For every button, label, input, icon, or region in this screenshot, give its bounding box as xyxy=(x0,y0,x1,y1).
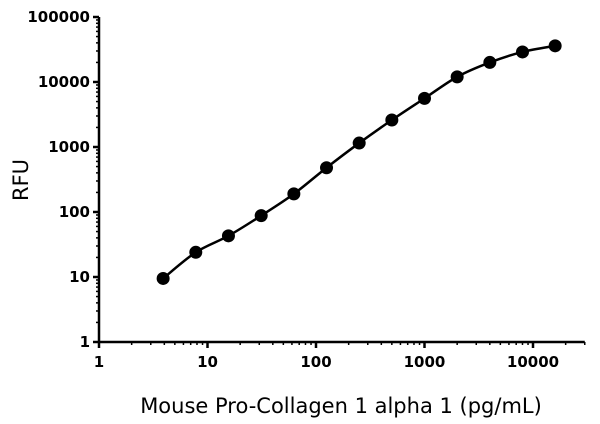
x-axis-title: Mouse Pro-Collagen 1 alpha 1 (pg/mL) xyxy=(140,394,542,418)
major-ticks xyxy=(93,15,535,348)
data-point xyxy=(450,70,464,84)
y-tick-label: 1000 xyxy=(48,138,90,156)
data-point xyxy=(385,113,399,127)
y-tick-label: 10000 xyxy=(38,73,90,91)
data-point xyxy=(221,229,235,243)
x-tick-label: 10 xyxy=(197,353,218,371)
x-tick-label: 1 xyxy=(94,353,104,371)
minor-ticks xyxy=(96,19,586,345)
data-point xyxy=(548,39,562,53)
y-axis-title: RFU xyxy=(9,159,33,201)
data-point xyxy=(418,91,431,105)
data-point xyxy=(189,245,203,259)
x-tick-label: 100 xyxy=(300,353,331,371)
x-tick-label: 1000 xyxy=(404,353,446,371)
fit-curve xyxy=(162,44,556,280)
data-point xyxy=(156,271,170,285)
y-tick-label: 1 xyxy=(80,333,90,351)
y-tick-label: 10 xyxy=(69,268,90,286)
data-points xyxy=(156,39,562,285)
y-tick-label: 100000 xyxy=(27,8,90,26)
x-tick-label: 10000 xyxy=(507,353,559,371)
data-point xyxy=(287,187,301,201)
data-point xyxy=(483,55,497,69)
y-tick-label: 100 xyxy=(59,203,90,221)
data-point xyxy=(254,209,268,223)
tick-labels: 1 10 100 1000 10000 100000 1 10 100 1000 10000 xyxy=(27,8,559,371)
data-point xyxy=(515,45,529,59)
data-point xyxy=(320,161,334,175)
data-point xyxy=(352,136,366,150)
